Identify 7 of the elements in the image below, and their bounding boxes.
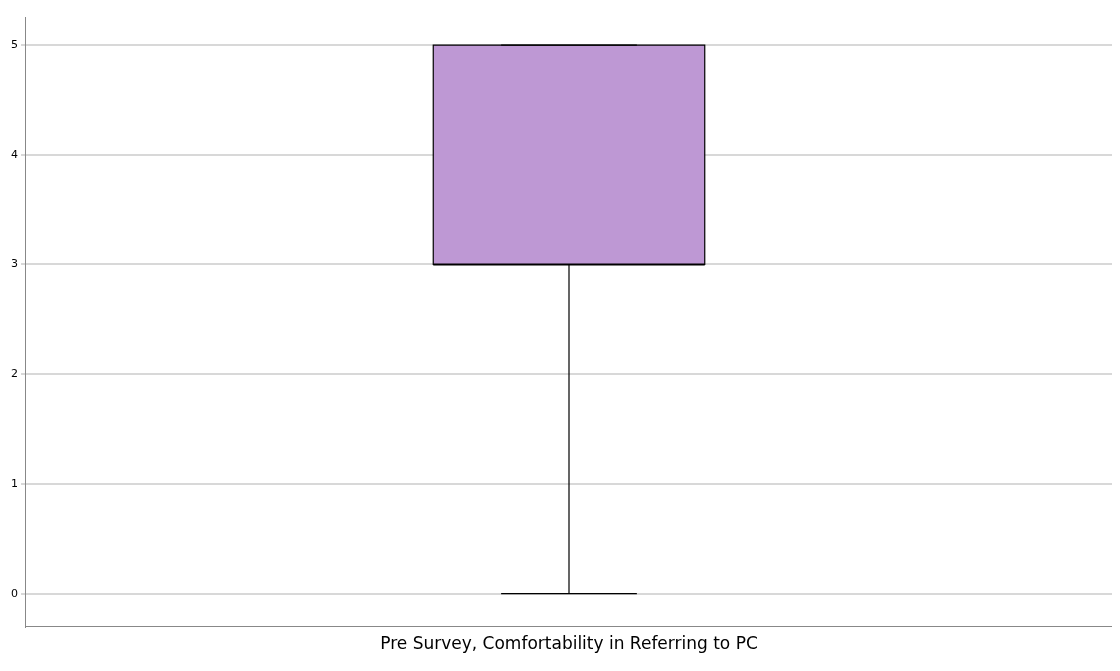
y-tick-label: 5 [11, 37, 18, 51]
y-tick-label: 2 [11, 367, 18, 381]
y-tick-label: 4 [11, 147, 18, 161]
x-tick-label: Pre Survey, Comfortability in Referring to PC [380, 633, 758, 654]
y-tick-label: 3 [11, 257, 18, 271]
y-tick-label: 1 [11, 476, 18, 490]
y-tick-label: 0 [11, 586, 18, 600]
